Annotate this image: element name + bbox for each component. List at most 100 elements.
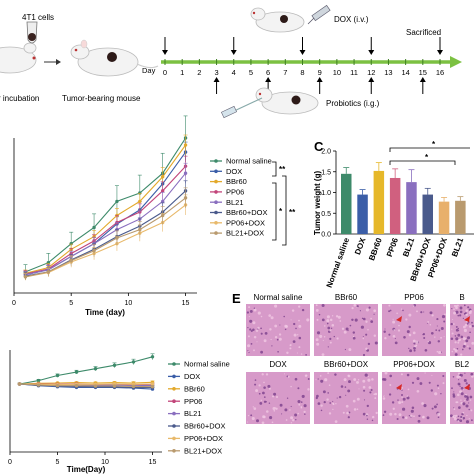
histology-label: DOX xyxy=(269,360,287,369)
tissue-cell xyxy=(458,406,461,409)
tissue-cell xyxy=(260,327,262,330)
tissue-cell xyxy=(327,326,331,330)
tissue-cell xyxy=(273,392,277,396)
tissue-cell xyxy=(465,309,469,312)
panel-letter-e: E xyxy=(232,291,241,306)
tissue-cell xyxy=(393,329,396,331)
tissue-cell xyxy=(359,310,361,312)
tissue-cell xyxy=(454,353,458,356)
tissue-cell xyxy=(257,311,261,315)
tissue-cell xyxy=(454,341,457,344)
tissue-cell xyxy=(249,328,252,331)
tissue-cell xyxy=(281,413,283,415)
data-point xyxy=(69,258,73,263)
tissue-cell xyxy=(427,340,430,343)
tissue-cell xyxy=(462,345,466,348)
tissue-cell xyxy=(324,378,328,382)
sig-label: ** xyxy=(279,165,286,174)
tissue-cell xyxy=(270,316,274,320)
tissue-cell xyxy=(469,331,471,334)
tissue-cell xyxy=(409,349,413,353)
tissue-cell xyxy=(361,317,364,320)
tissue-cell xyxy=(290,319,292,321)
histology-image xyxy=(246,304,310,356)
data-point xyxy=(183,143,188,147)
tissue-cell xyxy=(418,414,421,418)
tissue-cell xyxy=(253,407,257,410)
tissue-cell xyxy=(247,350,249,352)
tissue-cell xyxy=(466,336,471,340)
data-point xyxy=(112,384,117,388)
tissue-cell xyxy=(453,407,455,409)
tissue-cell xyxy=(431,407,434,410)
tissue-cell xyxy=(333,335,335,338)
legend-marker xyxy=(214,210,218,215)
timeline: 0 1 2 3 4 5 6 7 8 9 10 11 12 13 14 15 16 xyxy=(161,37,462,94)
tissue-cell xyxy=(247,414,250,417)
tissue-cell xyxy=(329,402,332,404)
tissue-cell xyxy=(366,414,368,417)
tissue-cell xyxy=(398,324,400,327)
tissue-cell xyxy=(468,402,470,404)
legend-marker xyxy=(172,374,176,379)
legend-marker xyxy=(214,231,218,235)
data-point xyxy=(131,360,136,364)
tissue-cell xyxy=(436,403,438,406)
tissue-cell xyxy=(401,401,404,404)
tissue-cell xyxy=(247,421,249,423)
legend-entry: PP06+DOX xyxy=(226,218,265,227)
tissue-cell xyxy=(400,373,403,376)
category-label: PP06 xyxy=(385,236,400,258)
tissue-cell xyxy=(469,399,472,401)
category-label: DOX xyxy=(353,236,368,256)
tissue-cell xyxy=(249,309,253,313)
tissue-cell xyxy=(316,342,320,346)
tissue-cell xyxy=(392,407,395,410)
tissue-cell xyxy=(452,393,455,396)
legend-marker xyxy=(172,424,176,428)
tissue-cell xyxy=(349,324,352,327)
tissue-cell xyxy=(367,375,369,378)
legend-marker xyxy=(214,200,218,204)
tissue-cell xyxy=(374,397,377,400)
tissue-cell xyxy=(402,407,406,411)
tissue-cell xyxy=(405,318,408,321)
tissue-cell xyxy=(462,416,466,420)
tissue-cell xyxy=(270,338,272,341)
tissue-cell xyxy=(252,406,254,408)
tissue-cell xyxy=(444,313,446,316)
tissue-cell xyxy=(319,334,323,338)
tissue-cell xyxy=(307,378,310,380)
tissue-cell xyxy=(452,395,456,398)
tissue-cell xyxy=(328,412,332,415)
legend-marker xyxy=(214,190,218,194)
bar xyxy=(438,201,450,234)
tissue-cell xyxy=(471,419,473,422)
tissue-cell xyxy=(402,416,405,419)
tissue-cell xyxy=(360,325,364,329)
data-point xyxy=(160,175,165,179)
tick-group: 0.0 0.5 1.0 1.5 2.0 xyxy=(321,149,336,239)
tissue-cell xyxy=(462,402,466,406)
series-line xyxy=(19,383,153,388)
category-label: BL21 xyxy=(401,236,416,258)
day-tick-label: 7 xyxy=(283,68,287,77)
dox-arrowhead xyxy=(368,50,375,55)
tissue-cell xyxy=(317,378,319,380)
tissue-cell xyxy=(388,304,391,307)
tissue-cell xyxy=(457,372,461,375)
data-point xyxy=(74,384,79,388)
tissue-cell xyxy=(363,399,366,401)
tissue-cell xyxy=(326,322,329,325)
day-tick-label: 8 xyxy=(300,68,304,77)
tissue-cell xyxy=(289,347,292,350)
sacrificed-label: Sacrificed xyxy=(406,28,441,37)
tissue-cell xyxy=(436,318,439,321)
legend-marker xyxy=(172,399,176,404)
tissue-cell xyxy=(456,401,459,404)
tissue-cell xyxy=(459,390,463,394)
tissue-cell xyxy=(323,400,326,404)
tissue-cell xyxy=(406,396,410,400)
tissue-cell xyxy=(365,308,369,312)
series-group xyxy=(17,353,155,391)
